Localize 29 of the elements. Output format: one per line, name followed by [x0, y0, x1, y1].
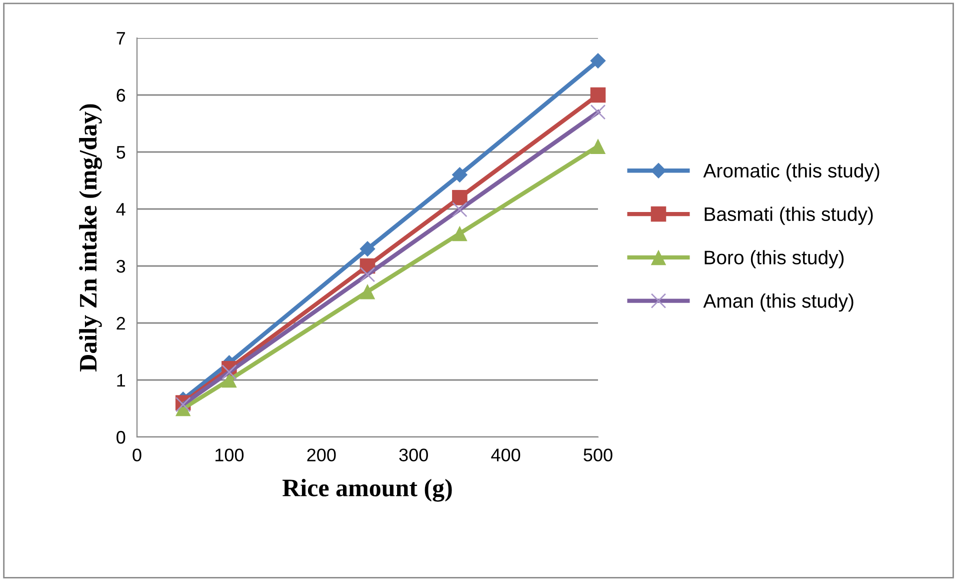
x-tick-label: 200	[307, 448, 336, 462]
point	[590, 138, 606, 154]
x-tick-label: 0	[132, 448, 142, 462]
point	[452, 166, 468, 183]
point	[452, 190, 468, 206]
point	[452, 226, 468, 242]
x-tick-label: 500	[584, 448, 612, 462]
y-tick-label: 0	[116, 430, 126, 444]
legend-label: Aman (this study)	[703, 294, 854, 312]
x-tick-label: 100	[216, 448, 244, 462]
y-tick-label: 1	[117, 374, 126, 387]
y-tick-label: 5	[116, 146, 126, 159]
point	[590, 52, 606, 69]
legend-label: Basmati (this study)	[704, 206, 873, 225]
y-tick-label: 7	[116, 32, 125, 45]
y-tick-label: 4	[116, 203, 126, 216]
point	[222, 372, 237, 388]
x-tick-label: 300	[399, 448, 428, 462]
x-axis-title: Rice amount (g)	[282, 478, 452, 502]
y-axis-title: Daily Zn intake (mg/day)	[79, 104, 102, 372]
y-tick-label: 2	[116, 316, 125, 330]
point	[590, 87, 606, 103]
y-tick-label: 3	[116, 260, 126, 273]
point	[360, 284, 376, 300]
x-tick-label: 400	[491, 448, 520, 462]
legend-label: Boro (this study)	[704, 250, 844, 268]
y-tick-label: 6	[116, 88, 126, 102]
point	[360, 241, 376, 257]
legend-label: Aromatic (this study)	[703, 163, 880, 182]
